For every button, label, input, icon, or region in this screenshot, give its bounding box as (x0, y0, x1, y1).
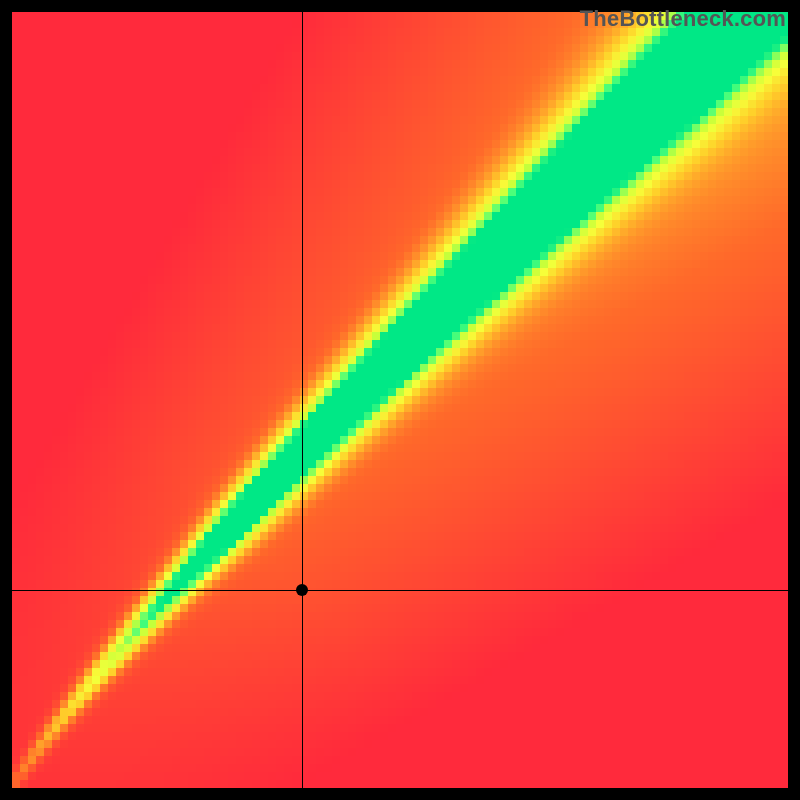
heatmap-canvas (0, 0, 800, 800)
chart-container: TheBottleneck.com (0, 0, 800, 800)
watermark-text: TheBottleneck.com (580, 6, 786, 32)
